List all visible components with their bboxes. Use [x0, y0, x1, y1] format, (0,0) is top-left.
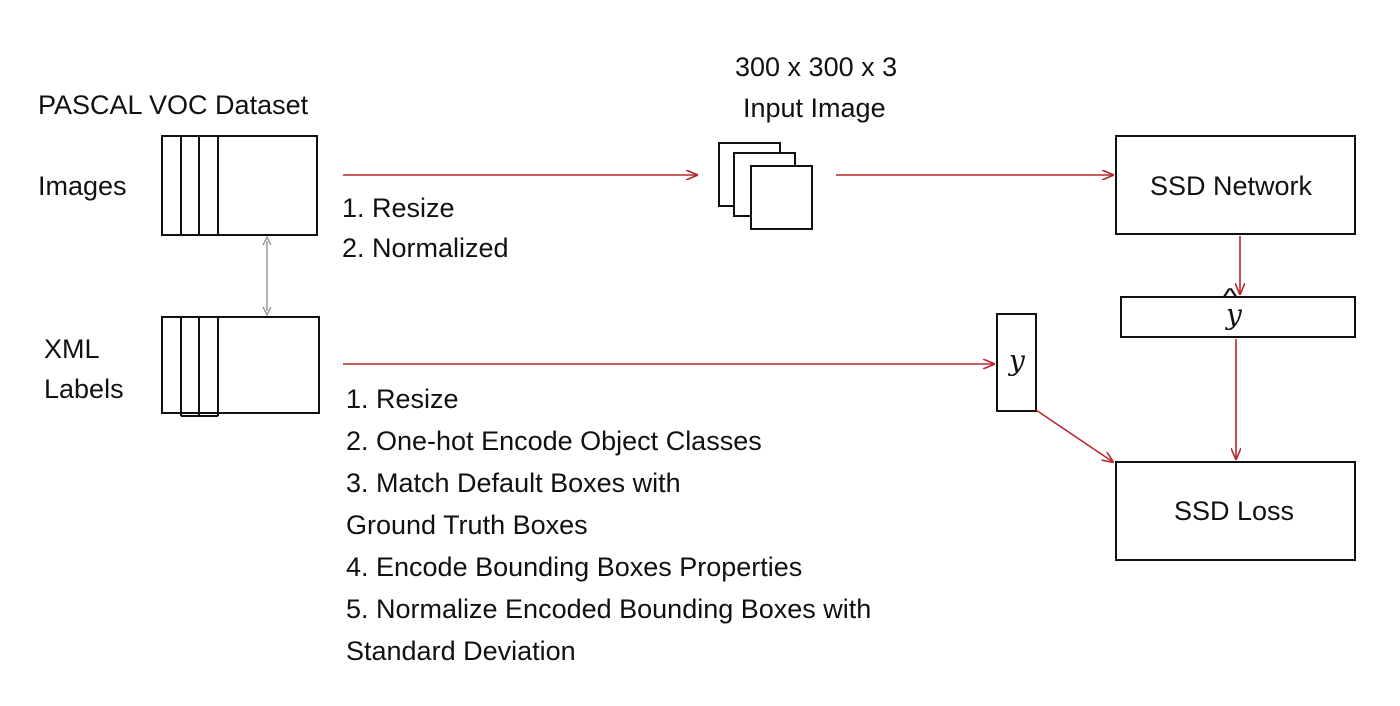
labels-label-line1: XML	[44, 334, 100, 364]
ssd-loss-box	[1115, 461, 1356, 561]
input-image-stack-icon	[718, 142, 813, 230]
ground-truth-label: y	[1009, 344, 1025, 377]
ssd-loss-label: SSD Loss	[1174, 496, 1295, 526]
label-step-4: 4. Encode Bounding Boxes Properties	[346, 552, 803, 582]
input-image-dimensions: 300 x 300 x 3	[735, 52, 898, 82]
label-step-3-cont: Ground Truth Boxes	[346, 510, 588, 540]
image-step-1: 1. Resize	[342, 193, 455, 223]
image-step-2: 2. Normalized	[342, 233, 509, 263]
prediction-hat: ^	[1222, 282, 1239, 312]
dataset-title: PASCAL VOC Dataset	[38, 90, 309, 120]
images-label: Images	[38, 171, 127, 201]
groundtruth-to-loss-arrow	[1035, 409, 1113, 462]
prediction-label: y	[1226, 298, 1242, 331]
input-image-label: Input Image	[743, 93, 886, 123]
prediction-box	[1120, 296, 1356, 338]
label-step-5: 5. Normalize Encoded Bounding Boxes with	[346, 594, 872, 624]
ssd-network-box	[1115, 135, 1356, 235]
ground-truth-box	[996, 313, 1037, 412]
label-step-2: 2. One-hot Encode Object Classes	[346, 426, 762, 456]
label-step-3: 3. Match Default Boxes with	[346, 468, 681, 498]
ssd-network-label: SSD Network	[1150, 171, 1313, 201]
labels-label-line2: Labels	[44, 374, 124, 404]
label-step-1: 1. Resize	[346, 384, 459, 414]
images-stack-icon	[161, 135, 318, 236]
labels-stack-icon	[161, 316, 320, 417]
label-step-5-cont: Standard Deviation	[346, 636, 576, 666]
